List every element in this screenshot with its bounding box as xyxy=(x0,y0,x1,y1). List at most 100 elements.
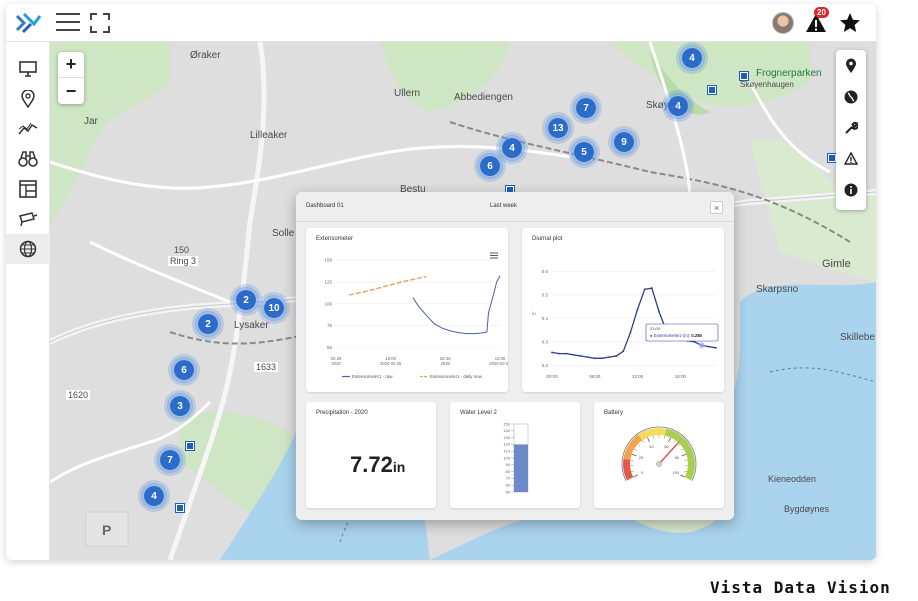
station-cluster[interactable]: 2 xyxy=(233,287,259,313)
top-right-controls: 20 xyxy=(772,7,862,36)
station-cluster[interactable]: 4 xyxy=(499,135,525,161)
sidebar-item-dashboards[interactable] xyxy=(6,174,50,204)
station-marker[interactable] xyxy=(827,153,837,163)
chart-menu-icon[interactable] xyxy=(490,252,498,259)
map-label: 150 xyxy=(174,245,190,255)
precipitation-value: 7.72in xyxy=(350,452,405,478)
data-point xyxy=(715,346,717,349)
location-pin-icon xyxy=(21,90,35,108)
gauge-tick xyxy=(647,437,650,443)
gauge-tick xyxy=(681,448,684,451)
station-marker[interactable] xyxy=(185,441,195,451)
map-tool-settings[interactable] xyxy=(836,112,866,143)
station-cluster[interactable]: 3 xyxy=(167,393,193,419)
globe-icon xyxy=(19,240,37,258)
panel-title: Precipitation - 2020 xyxy=(316,410,368,416)
gauge-tick-label: 20 xyxy=(639,455,644,460)
zoom-control: + − xyxy=(58,52,84,104)
station-cluster[interactable]: 4 xyxy=(665,93,691,119)
sidebar-item-locations[interactable] xyxy=(6,84,50,114)
user-avatar[interactable] xyxy=(772,12,794,34)
vdv-logo-icon[interactable] xyxy=(14,10,42,36)
station-marker[interactable] xyxy=(175,503,185,513)
gauge-tick-label: 140 xyxy=(503,428,510,433)
data-point xyxy=(658,310,660,313)
map-label: Kieneodden xyxy=(768,474,817,484)
panel-title: Water Level 2 xyxy=(460,410,497,416)
panel-title: Extensometer xyxy=(316,236,354,242)
tooltip: 21:00 ● Extensometer2 (in): 0.285 xyxy=(645,323,719,342)
map-label: Lysaker xyxy=(234,320,269,331)
alerts-button[interactable]: 20 xyxy=(804,7,829,35)
diurnal-chart: 0.6 0.5 0.4 0.3 0.2 in 00:00 06:00 12:00 18:00 21:… xyxy=(532,269,719,379)
station-cluster[interactable]: 5 xyxy=(571,139,597,165)
fullscreen-icon[interactable] xyxy=(90,13,110,33)
y-tick-label: 100 xyxy=(324,301,332,306)
station-cluster[interactable]: 2 xyxy=(195,311,221,337)
zoom-out-button[interactable]: − xyxy=(65,80,77,101)
map-tool-location[interactable] xyxy=(836,50,866,81)
map-label: Abbediengen xyxy=(454,92,513,103)
gauge-outline xyxy=(621,426,697,481)
dashboard-popup: Dashboard 01 Last week × Extensometer 15… xyxy=(296,192,734,520)
precipitation-number: 7.72 xyxy=(350,452,393,477)
x-tick-label: 12:00 xyxy=(495,356,506,361)
station-cluster[interactable]: 10 xyxy=(261,295,287,321)
camera-icon xyxy=(19,212,38,227)
close-button[interactable]: × xyxy=(710,201,723,214)
gauge-tick-label: 100 xyxy=(673,470,680,475)
station-cluster[interactable]: 6 xyxy=(477,153,503,179)
map-tool-layers[interactable] xyxy=(836,81,866,112)
sidebar-item-monitor[interactable] xyxy=(6,54,50,84)
station-cluster[interactable]: 7 xyxy=(573,95,599,121)
y-tick-label: 150 xyxy=(324,258,332,263)
y-tick-label: 0.6 xyxy=(542,269,549,274)
y-tick-label: 125 xyxy=(324,279,332,284)
station-cluster[interactable]: 7 xyxy=(157,447,183,473)
gauge-tick-label: 50 xyxy=(506,489,511,494)
y-axis-label: in xyxy=(532,311,536,316)
data-point xyxy=(643,288,646,291)
zoom-in-button[interactable]: + xyxy=(58,52,84,78)
station-cluster[interactable]: 4 xyxy=(679,45,705,71)
station-cluster[interactable]: 13 xyxy=(545,115,571,141)
gauge-tick xyxy=(664,435,666,439)
sidebar-item-views[interactable] xyxy=(6,144,50,174)
x-tick-label: 18:00 xyxy=(675,374,687,379)
sidebar-item-map[interactable] xyxy=(6,234,50,264)
tooltip-line: ● Extensometer2 (in): 0.285 xyxy=(650,333,703,338)
hamburger-menu-icon[interactable] xyxy=(56,13,80,33)
wrench-icon xyxy=(845,121,858,134)
map-tool-alarms[interactable] xyxy=(836,143,866,174)
station-marker[interactable] xyxy=(707,85,717,95)
data-point xyxy=(586,356,589,359)
gauge-tick xyxy=(631,453,637,457)
gauge-needle xyxy=(658,441,680,465)
gauge-tick-label: 110 xyxy=(504,449,511,454)
map-label: Skillebe xyxy=(840,332,876,343)
map-tool-info[interactable] xyxy=(836,174,866,205)
station-cluster[interactable]: 9 xyxy=(611,129,637,155)
station-cluster[interactable]: 6 xyxy=(171,357,197,383)
series-line xyxy=(348,275,427,296)
extensometer-panel: Extensometer 150 125 100 75 50 02-25 2020 12:00… xyxy=(306,228,508,392)
station-marker[interactable] xyxy=(739,71,749,81)
star-icon[interactable] xyxy=(838,11,862,35)
tooltip-time: 21:00 xyxy=(650,326,661,331)
station-cluster[interactable]: 4 xyxy=(141,483,167,509)
dashboard-title: Dashboard 01 xyxy=(306,203,344,209)
sidebar-item-trends[interactable] xyxy=(6,114,50,144)
gauge-hub xyxy=(656,461,662,467)
gauge-tick xyxy=(668,437,671,443)
map-label: Skøyenhaugen xyxy=(740,80,794,89)
gauge-tick xyxy=(632,474,638,478)
sidebar-item-cameras[interactable] xyxy=(6,204,50,234)
warning-icon xyxy=(806,14,826,32)
gauge-tick-label: 90 xyxy=(506,462,511,467)
dashboard-period-tab[interactable]: Last week xyxy=(490,203,518,209)
map-tools xyxy=(836,50,866,210)
panel-title: Diurnal plot xyxy=(532,236,563,242)
map-label: Ring 3 xyxy=(168,256,199,266)
precipitation-panel: Precipitation - 2020 7.72in xyxy=(306,402,436,508)
legend-label: Extensometer1 - daily max xyxy=(430,374,483,379)
